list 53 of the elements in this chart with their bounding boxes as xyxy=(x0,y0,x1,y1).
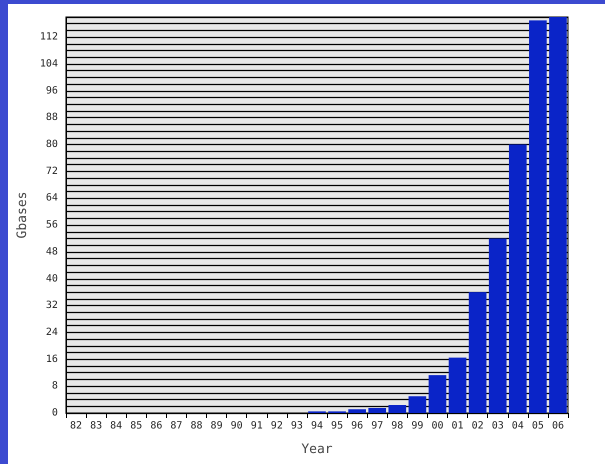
bar xyxy=(529,20,547,413)
x-tick-label: 94 xyxy=(310,420,324,432)
x-tick-label: 82 xyxy=(70,420,82,432)
x-tick-label: 97 xyxy=(371,420,384,432)
bar xyxy=(408,396,426,413)
y-tick-label: 72 xyxy=(46,166,58,177)
y-tick-label: 88 xyxy=(46,112,58,124)
bar xyxy=(549,17,567,413)
bar xyxy=(428,375,446,413)
y-tick-label: 96 xyxy=(46,85,58,96)
x-tick-label: 98 xyxy=(391,420,404,432)
x-tick-label: 89 xyxy=(210,420,223,432)
bar xyxy=(488,238,507,413)
x-tick-label: 00 xyxy=(431,420,444,432)
y-tick-label: 32 xyxy=(46,300,58,312)
x-tick-label: 90 xyxy=(230,420,243,432)
y-axis-title: Gbases xyxy=(15,192,30,238)
y-tick-label: 56 xyxy=(46,220,58,231)
x-tick-label: 92 xyxy=(270,420,283,432)
bar xyxy=(508,144,527,413)
x-tick-label: 91 xyxy=(250,420,263,432)
x-tick-label: 04 xyxy=(512,420,524,432)
y-tick-label: 112 xyxy=(40,32,58,43)
x-tick-label: 87 xyxy=(170,420,182,432)
y-tick-label: 16 xyxy=(46,354,58,365)
y-tick-label: 104 xyxy=(40,58,58,70)
x-tick-label: 84 xyxy=(110,420,122,432)
x-tick-label: 01 xyxy=(452,420,464,432)
bar xyxy=(448,358,466,413)
x-tick-label: 96 xyxy=(351,420,364,432)
x-tick-label: 88 xyxy=(190,420,203,432)
y-tick-label: 0 xyxy=(52,408,58,418)
x-tick-label: 03 xyxy=(492,420,504,432)
bar xyxy=(388,404,406,413)
bar xyxy=(468,292,486,413)
x-tick-label: 05 xyxy=(532,420,544,432)
x-axis-title: Year xyxy=(301,442,333,457)
bar xyxy=(348,409,366,413)
x-tick-label: 06 xyxy=(552,420,564,432)
x-tick-label: 95 xyxy=(331,420,344,432)
x-tick-label: 85 xyxy=(130,420,142,432)
y-tick-label: 80 xyxy=(46,139,58,150)
y-tick-label: 24 xyxy=(46,326,58,338)
bar xyxy=(368,408,386,413)
x-tick-label: 83 xyxy=(90,420,102,432)
y-tick-label: 48 xyxy=(46,246,58,258)
x-tick-label: 99 xyxy=(411,420,424,432)
x-tick-label: 93 xyxy=(290,420,303,432)
y-tick-label: 40 xyxy=(46,273,58,284)
y-tick-label: 8 xyxy=(52,380,58,392)
x-tick-label: 86 xyxy=(150,420,162,432)
y-tick-label: 64 xyxy=(46,192,58,204)
x-tick-label: 02 xyxy=(472,420,484,432)
